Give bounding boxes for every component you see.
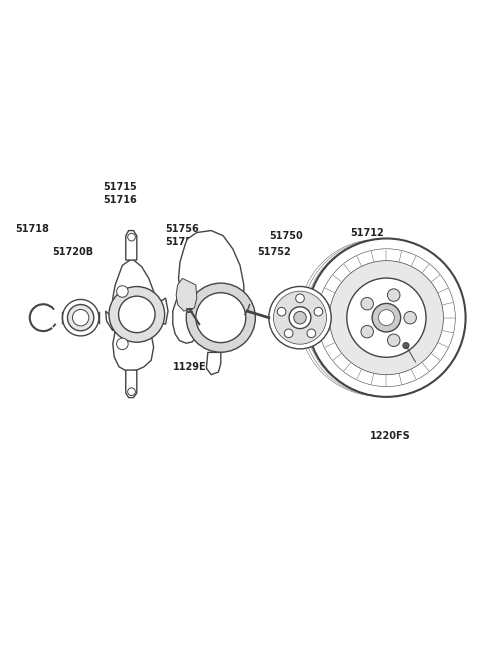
Ellipse shape <box>387 289 400 301</box>
Ellipse shape <box>372 303 401 332</box>
Ellipse shape <box>62 299 99 336</box>
Text: 51755: 51755 <box>166 237 199 248</box>
Text: 51712: 51712 <box>350 227 384 238</box>
Polygon shape <box>176 278 197 311</box>
Ellipse shape <box>347 278 426 357</box>
Ellipse shape <box>128 233 135 241</box>
Polygon shape <box>206 352 221 375</box>
Ellipse shape <box>329 261 444 375</box>
Ellipse shape <box>289 307 311 329</box>
Ellipse shape <box>274 291 326 344</box>
Text: 1129ED: 1129ED <box>173 362 215 372</box>
Ellipse shape <box>186 283 255 352</box>
Ellipse shape <box>403 343 409 348</box>
Text: 51720B: 51720B <box>52 247 93 257</box>
Ellipse shape <box>307 238 466 397</box>
Text: 1220FS: 1220FS <box>370 430 410 441</box>
Ellipse shape <box>284 329 293 337</box>
Ellipse shape <box>128 388 135 396</box>
Ellipse shape <box>119 296 155 333</box>
Text: 51718: 51718 <box>15 224 49 234</box>
Text: 51756: 51756 <box>166 224 199 234</box>
Polygon shape <box>173 231 244 352</box>
Ellipse shape <box>277 307 286 316</box>
Ellipse shape <box>296 294 304 303</box>
Ellipse shape <box>404 311 417 324</box>
Polygon shape <box>126 231 137 260</box>
Ellipse shape <box>387 334 400 346</box>
Ellipse shape <box>361 297 373 310</box>
Polygon shape <box>106 311 113 331</box>
Text: 51750: 51750 <box>269 231 302 241</box>
Polygon shape <box>156 298 168 324</box>
Ellipse shape <box>314 307 323 316</box>
Ellipse shape <box>117 338 128 350</box>
Ellipse shape <box>109 286 165 343</box>
Ellipse shape <box>361 326 373 338</box>
Text: 51715: 51715 <box>103 181 137 192</box>
Ellipse shape <box>117 286 128 297</box>
Ellipse shape <box>72 309 89 326</box>
Ellipse shape <box>294 311 306 324</box>
Ellipse shape <box>196 293 246 343</box>
Polygon shape <box>113 259 156 371</box>
Ellipse shape <box>68 305 94 331</box>
Ellipse shape <box>307 329 316 337</box>
Text: 51716: 51716 <box>103 195 137 205</box>
Ellipse shape <box>378 310 395 326</box>
Polygon shape <box>126 370 137 398</box>
Ellipse shape <box>269 286 331 349</box>
Text: 51752: 51752 <box>257 247 290 257</box>
